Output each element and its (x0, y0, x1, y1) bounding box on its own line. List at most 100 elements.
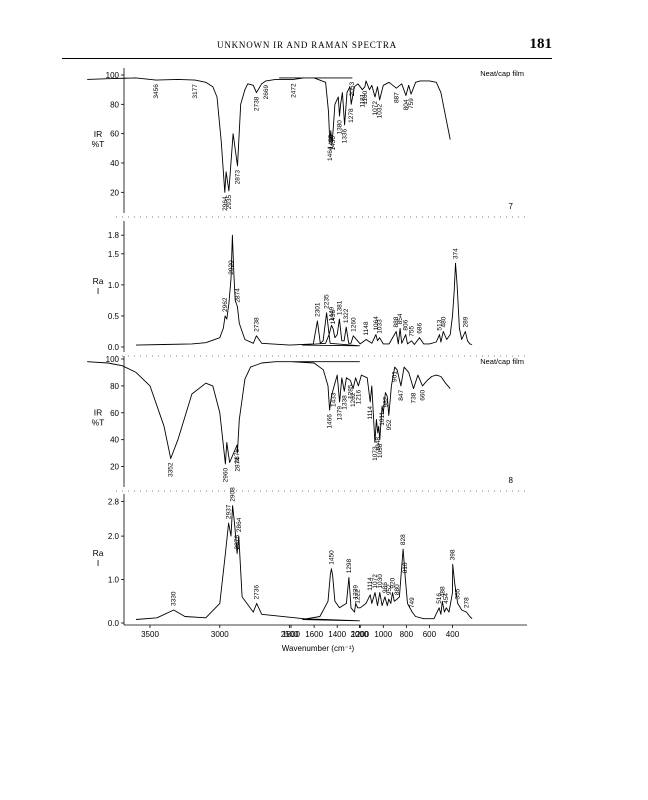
peak-label: 2960 (222, 467, 229, 482)
peak-label: 1048 (375, 437, 382, 452)
peak-label: 1030 (377, 443, 384, 458)
peak-label: 2935 (226, 194, 233, 209)
peak-label: 888 (393, 316, 400, 327)
peak-label: 901 (392, 371, 399, 382)
peak-label: 1433 (330, 392, 337, 407)
peak-label: 1216 (355, 390, 362, 405)
peak-label: 660 (420, 390, 427, 401)
peak-label: 2874 (234, 457, 241, 472)
peak-label: 2874 (234, 288, 241, 303)
y-tick-label: 20 (110, 463, 119, 472)
annotation-label: Neat/cap film (480, 357, 524, 366)
peak-label: 1336 (342, 128, 349, 143)
x-tick-label: 2000 (351, 630, 369, 639)
y-axis-label: Ra (93, 548, 104, 558)
panel-raman-8: 0.0 1.0 2.0 2.8 RaI 3330 2937 2908 2876 2864 2736 1… (93, 487, 473, 628)
peak-label: 355 (455, 588, 462, 599)
y-tick-label: 1.0 (108, 281, 120, 290)
y-tick-label: 1.8 (108, 231, 120, 240)
peak-label: 952 (386, 419, 393, 430)
spectrum-line (87, 77, 451, 193)
y-tick-label: 60 (110, 130, 119, 139)
peak-label: 1322 (343, 308, 350, 323)
x-tick-label: 1200 (351, 630, 369, 639)
peak-label: 2937 (226, 504, 233, 519)
y-axis-label: Ra (93, 276, 104, 286)
peak-label: 2738 (253, 96, 260, 111)
peak-label: 1032 (377, 104, 384, 119)
peak-label: 1030 (377, 574, 384, 589)
y-tick-label: 2.8 (108, 497, 120, 506)
peak-label: 854 (397, 313, 404, 324)
peak-label: 880 (394, 584, 401, 595)
peak-label: 755 (409, 326, 416, 337)
peak-label: 1262 (350, 392, 357, 407)
peak-label: 289 (462, 316, 469, 327)
peak-label: 1072 (372, 101, 379, 116)
peak-label: 1380 (336, 120, 343, 135)
x-tick-label: 1400 (328, 630, 346, 639)
peak-label: 488 (439, 586, 446, 597)
peak-label: 952 (386, 584, 393, 595)
peak-label: 2736 (254, 585, 261, 600)
compound-number: 8 (509, 476, 514, 485)
y-axis-label: I (97, 558, 99, 568)
x-tick-label: 3000 (211, 630, 229, 639)
peak-label: 1114 (367, 577, 374, 591)
peak-label: 2301 (314, 302, 321, 317)
peak-label: 982 (382, 396, 389, 407)
y-axis-label: IR (94, 129, 103, 139)
page-header: UNKNOWN IR AND RAMAN SPECTRA 181 (62, 36, 552, 59)
peak-label: 480 (440, 316, 447, 327)
peak-label: 1466 (327, 414, 334, 429)
peak-label: 2873 (235, 170, 242, 185)
peak-label: 1160 (362, 90, 369, 104)
peak-label: 1436 (330, 310, 337, 325)
peak-label: 1298 (346, 559, 353, 574)
y-tick-label: 1.5 (108, 250, 120, 259)
peak-label: 1278 (348, 108, 355, 123)
y-axis-label: %T (92, 418, 105, 428)
x-tick-label: 3500 (141, 630, 159, 639)
peak-label: 3456 (153, 84, 160, 99)
peak-label: 806 (403, 319, 410, 330)
running-title: UNKNOWN IR AND RAMAN SPECTRA (217, 40, 397, 50)
peak-label: 738 (411, 392, 418, 403)
peak-label: 920 (390, 577, 397, 588)
peak-label: 759 (408, 98, 415, 109)
peak-label: 454 (443, 593, 450, 604)
peak-label: 3330 (171, 591, 178, 606)
x-axis: 3500 3000 2500 2000 1800 1600 1400 1200 1000 800 6… (124, 624, 527, 653)
spectrum-line (87, 361, 451, 465)
peak-label: 847 (398, 390, 405, 401)
peak-label: 2962 (222, 297, 229, 312)
peak-label: 1455 (328, 134, 335, 149)
y-tick-label: 0.5 (108, 312, 120, 321)
peak-label: 2920 (228, 260, 235, 275)
y-axis-label: %T (92, 139, 105, 149)
panel-ir-8: 20 40 60 80 100 IR%T Neat/cap film 8 3352 2960 287… (87, 355, 527, 492)
peak-label: 2908 (230, 487, 237, 502)
x-tick-label: 1000 (374, 630, 392, 639)
peak-label: 2472 (291, 83, 298, 98)
peak-label: 2864 (236, 517, 243, 532)
y-tick-label: 60 (110, 409, 119, 418)
x-axis-label: Wavenumber (cm⁻¹) (282, 644, 355, 653)
peak-label: 1379 (337, 406, 344, 421)
peak-label: 1072 (372, 574, 379, 589)
x-tick-label: 800 (400, 630, 414, 639)
panel-raman-7: 0.0 0.5 1.0 1.5 1.8 RaI 2962 2920 2874 2738 230122… (93, 221, 527, 357)
peak-label: 828 (400, 534, 407, 545)
x-tick-label: 1800 (282, 630, 300, 639)
peak-label: 810 (402, 562, 409, 573)
peak-label: 1222 (355, 589, 362, 604)
y-tick-label: 0.0 (108, 619, 120, 628)
compound-number: 7 (509, 202, 514, 211)
peak-label: 1449 (329, 306, 336, 321)
y-axis-label: IR (94, 408, 103, 418)
peak-label: 1436 (330, 136, 337, 151)
y-tick-label: 40 (110, 436, 119, 445)
peak-label: 2235 (324, 294, 331, 309)
peak-label: 3177 (192, 84, 199, 99)
